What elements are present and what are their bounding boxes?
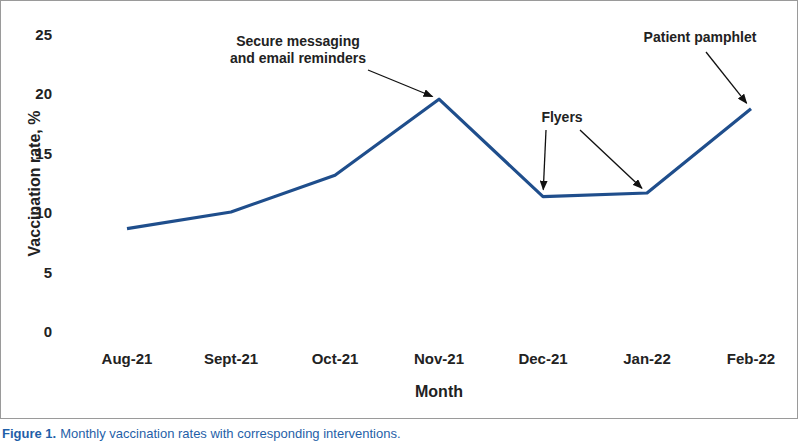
- annotation-text: Patient pamphlet: [644, 29, 757, 45]
- x-tick-label: Nov-21: [414, 350, 464, 367]
- x-tick-label: Jan-22: [623, 350, 671, 367]
- caption: Figure 1. Monthly vaccination rates with …: [2, 426, 401, 441]
- annotation-arrow: [368, 70, 433, 97]
- plot-area: [127, 99, 751, 228]
- annotation-text: Secure messaging: [236, 33, 360, 49]
- annotation-text: and email reminders: [230, 50, 366, 66]
- y-tick-label: 0: [44, 323, 52, 340]
- x-tick-label: Feb-22: [727, 350, 775, 367]
- annotation-arrow: [706, 52, 747, 103]
- y-axis-title: Vaccination rate, %: [26, 111, 43, 257]
- data-line: [127, 99, 751, 228]
- x-tick-label: Aug-21: [102, 350, 153, 367]
- figure-label: Figure 1.: [2, 426, 56, 441]
- chart-svg: 0510152025Aug-21Sept-21Oct-21Nov-21Dec-2…: [0, 0, 800, 445]
- x-tick-label: Dec-21: [518, 350, 567, 367]
- frame: [1, 1, 798, 419]
- x-tick-label: Oct-21: [312, 350, 359, 367]
- caption-text: Monthly vaccination rates with correspon…: [60, 426, 400, 441]
- chart-root: 0510152025Aug-21Sept-21Oct-21Nov-21Dec-2…: [0, 0, 800, 445]
- annotation-text: Flyers: [541, 109, 582, 125]
- y-tick-label: 25: [35, 26, 52, 43]
- x-axis-title: Month: [415, 383, 463, 400]
- y-tick-label: 20: [35, 85, 52, 102]
- annotation-arrow: [543, 130, 546, 190]
- y-tick-label: 5: [44, 264, 52, 281]
- x-tick-label: Sept-21: [204, 350, 258, 367]
- annotation-arrow: [580, 130, 642, 188]
